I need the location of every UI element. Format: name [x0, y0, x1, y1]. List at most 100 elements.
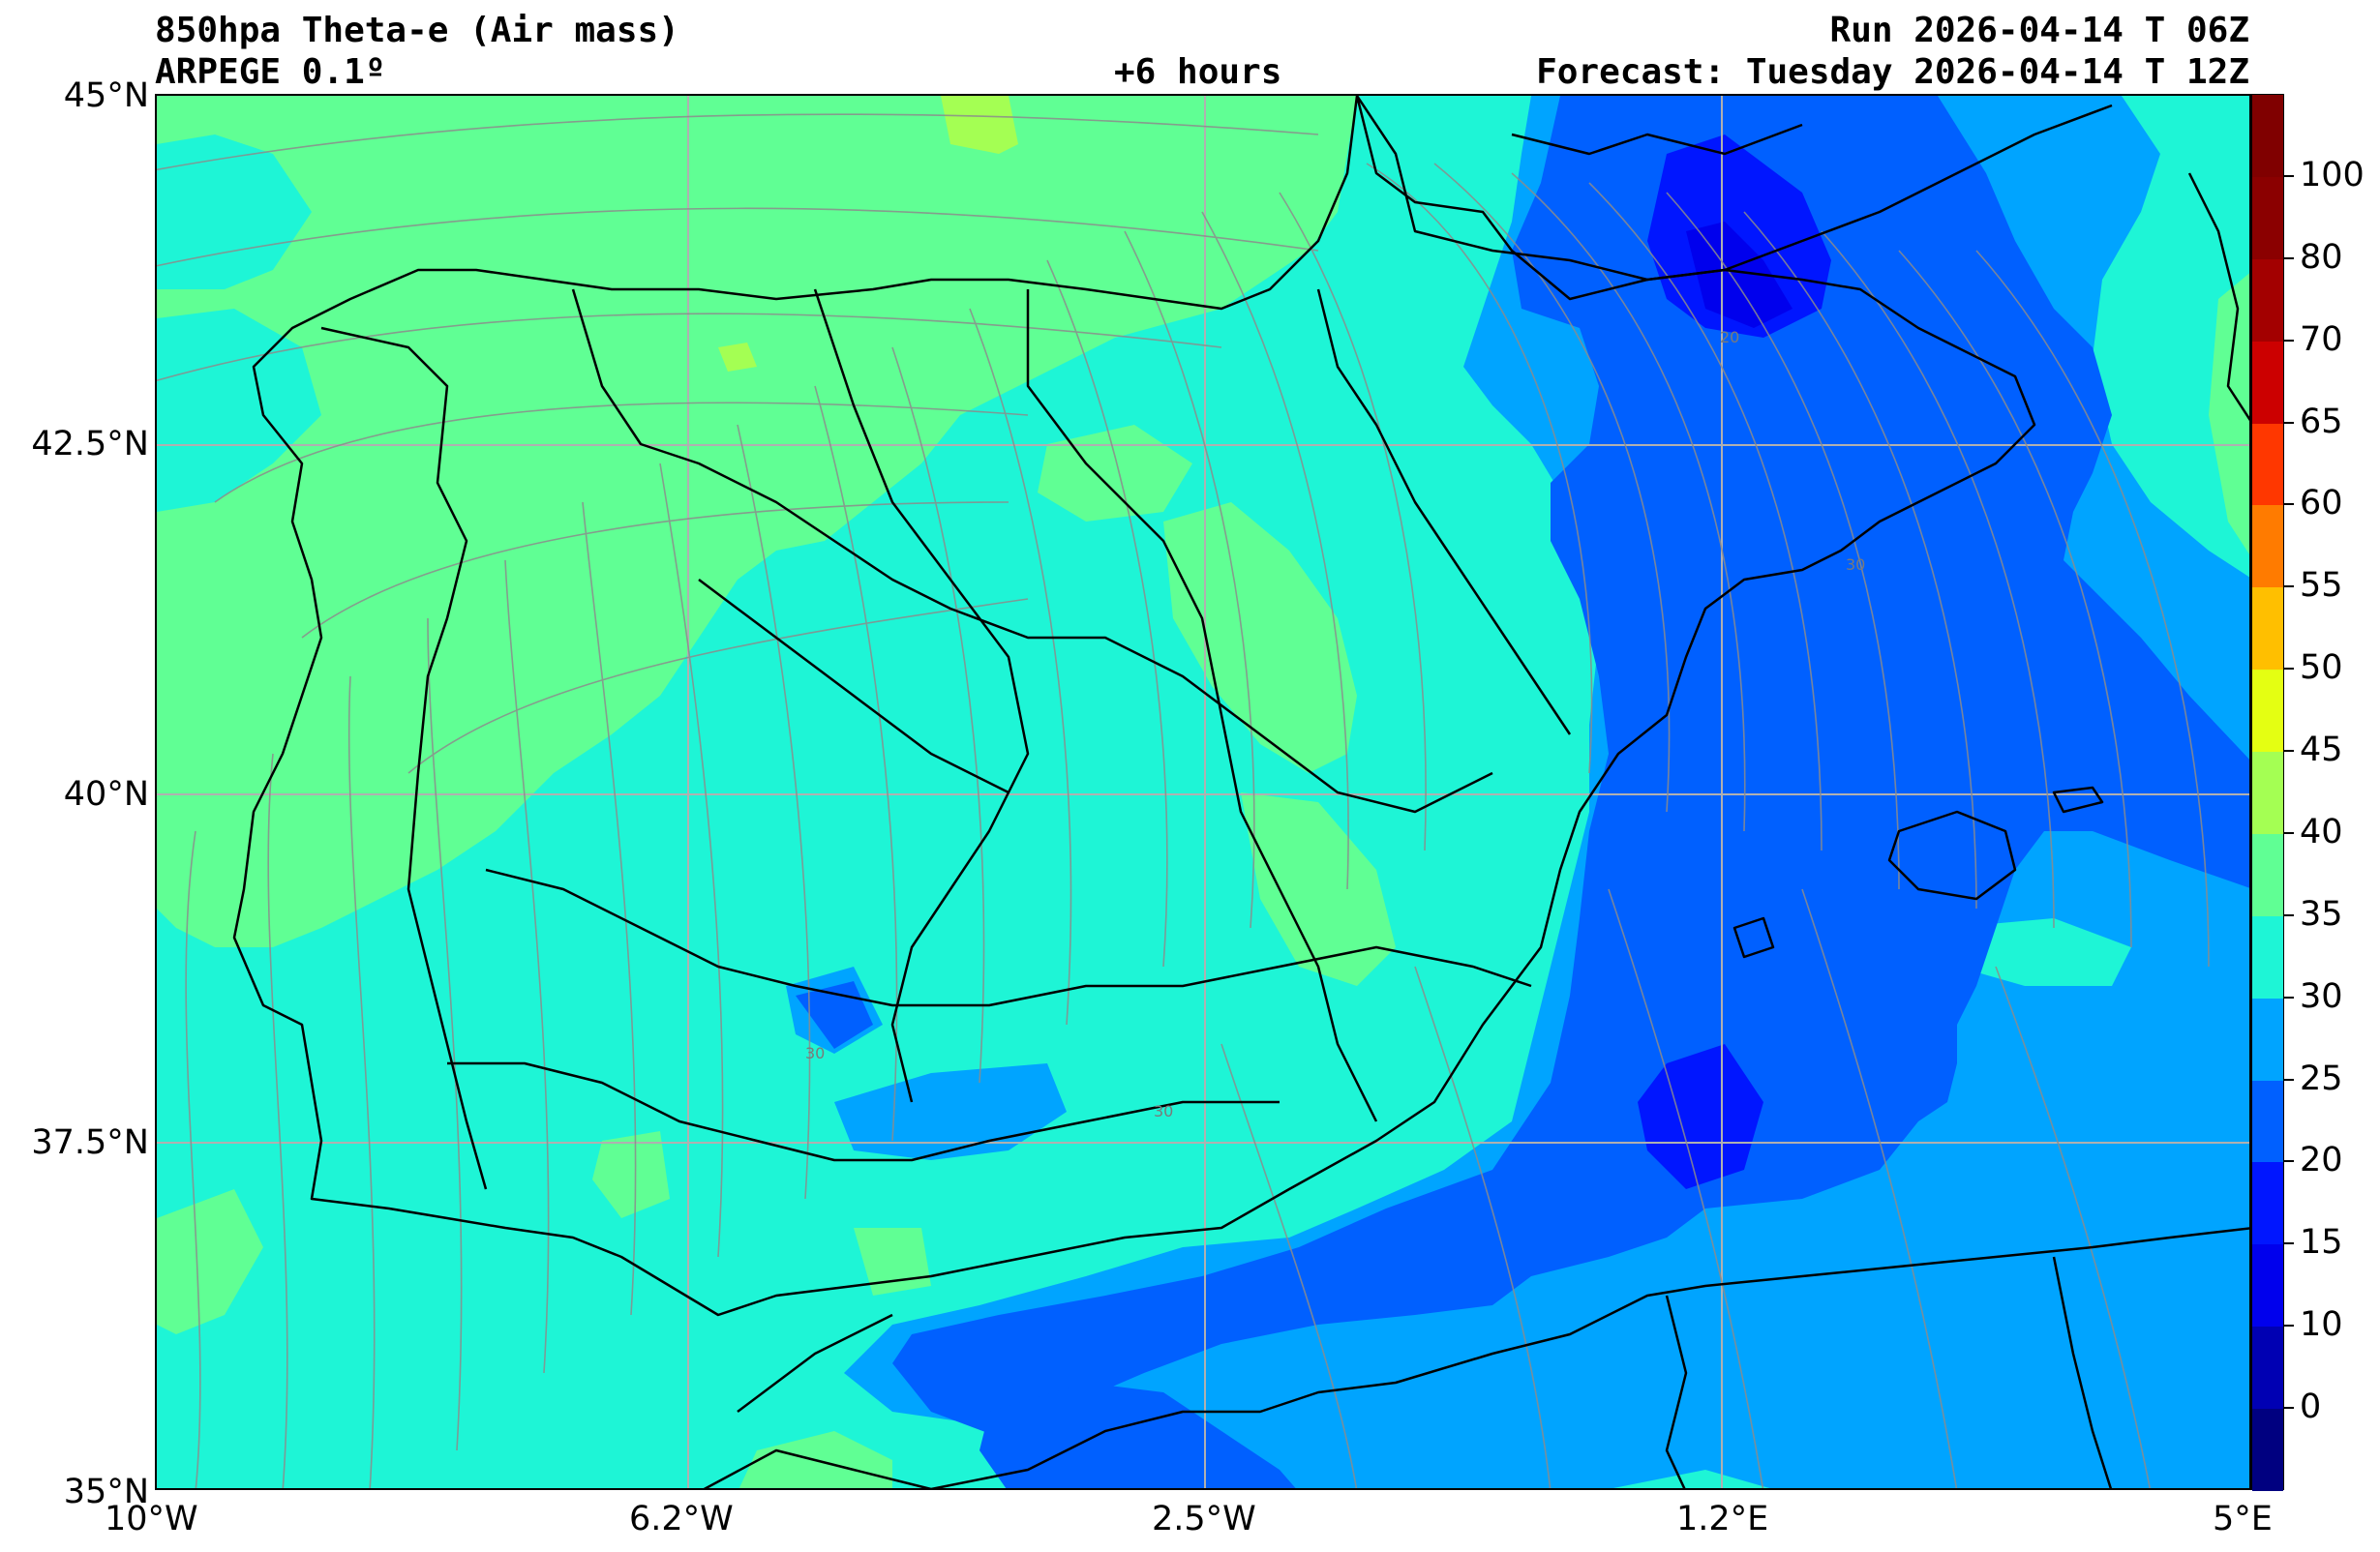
- lon-label-5E: 5°E: [2213, 1500, 2273, 1538]
- colorbar-tick-label: 45: [2300, 731, 2343, 770]
- region-border-7: [698, 579, 1009, 794]
- chart-title: 850hpa Theta-e (Air mass): [155, 11, 679, 50]
- colorbar-tick-mark: [2284, 339, 2294, 342]
- colorbar-tick-mark: [2284, 503, 2294, 506]
- colorbar-segment: [2252, 833, 2283, 916]
- colorbar-tick-mark: [2284, 831, 2294, 834]
- lat-label-40N: 40°N: [63, 775, 149, 814]
- colorbar-tick-mark: [2284, 1407, 2294, 1410]
- italy-coast: [2187, 172, 2249, 422]
- colorbar-segment: [2252, 670, 2283, 753]
- colorbar-segment: [2252, 998, 2283, 1081]
- fill-40-gulf-cadiz: [157, 1189, 263, 1334]
- map-panel: 20 30 30 30: [155, 94, 2251, 1490]
- colorbar-tick-mark: [2284, 1242, 2294, 1245]
- france-border: [1355, 96, 1726, 282]
- africa-border-3: [737, 1313, 893, 1413]
- colorbar-tick-mark: [2284, 174, 2294, 177]
- africa-border-2: [2052, 1256, 2113, 1488]
- ibiza: [1732, 916, 1775, 959]
- fill-35-west-hole: [157, 134, 312, 289]
- contour-label-30-a: 30: [1846, 555, 1865, 574]
- colorbar-segment: [2252, 587, 2283, 671]
- region-border-4: [485, 868, 1532, 1007]
- colorbar-tick-mark: [2284, 1160, 2294, 1163]
- colorbar-tick-label: 35: [2300, 894, 2343, 934]
- forecast-label: Forecast: Tuesday 2026-04-14 T 12Z: [1536, 52, 2249, 92]
- colorbar-tick-label: 100: [2300, 155, 2365, 194]
- lead-time-label: +6 hours: [1114, 52, 1282, 92]
- colorbar-segment: [2252, 1409, 2283, 1491]
- colorbar-tick-mark: [2284, 1078, 2294, 1081]
- region-border-2: [813, 288, 1030, 1103]
- colorbar-segment: [2252, 341, 2283, 424]
- lat-label-37-5N: 37.5°N: [31, 1123, 149, 1162]
- france-border-east: [1724, 104, 2113, 272]
- iberia-coastline: [232, 96, 2036, 1317]
- fill-40-castilla: [1163, 502, 1357, 773]
- colorbar-tick-mark: [2284, 668, 2294, 671]
- colorbar-tick-label: 55: [2300, 566, 2343, 606]
- colorbar-tick-label: 25: [2300, 1059, 2343, 1098]
- africa-coastline: [703, 1227, 2249, 1488]
- colorbar-segment: [2252, 95, 2283, 177]
- colorbar-tick-label: 30: [2300, 976, 2343, 1016]
- fill-45-asturias: [718, 343, 757, 372]
- colorbar-tick-mark: [2284, 421, 2294, 424]
- colorbar-tick-label: 65: [2300, 402, 2343, 441]
- contour-label-30-c: 30: [1154, 1102, 1173, 1120]
- colorbar-segment: [2252, 1244, 2283, 1328]
- model-label: ARPEGE 0.1º: [155, 52, 386, 92]
- colorbar-segment: [2252, 752, 2283, 834]
- colorbar-tick-label: 20: [2300, 1141, 2343, 1180]
- colorbar-segment: [2252, 258, 2283, 342]
- colorbar-tick-label: 40: [2300, 812, 2343, 851]
- fill-25-east-core: [892, 96, 2249, 1441]
- fill-40-south-a: [592, 1131, 670, 1218]
- lon-label-6-2W: 6.2°W: [629, 1500, 734, 1538]
- theta-e-field: 20 30 30 30: [157, 96, 2249, 1488]
- region-border-6: [1316, 288, 1572, 735]
- lat-label-35N: 35°N: [63, 1473, 149, 1511]
- colorbar-tick-label: 10: [2300, 1305, 2343, 1345]
- lon-label-1-2E: 1.2°E: [1676, 1500, 1769, 1538]
- colorbar-segment: [2252, 505, 2283, 588]
- colorbar-segment: [2252, 423, 2283, 506]
- colorbar-segment: [2252, 1327, 2283, 1410]
- colorbar-tick-label: 50: [2300, 648, 2343, 688]
- lon-label-2-5W: 2.5°W: [1152, 1500, 1256, 1538]
- fill-25-alboran-edge: [979, 1383, 1296, 1488]
- lat-label-42-5N: 42.5°N: [31, 425, 149, 463]
- run-label: Run 2026-04-14 T 06Z: [1829, 11, 2249, 50]
- colorbar-segment: [2252, 915, 2283, 999]
- colorbar: [2251, 94, 2284, 1491]
- colorbar-segment: [2252, 1080, 2283, 1163]
- colorbar-segment: [2252, 176, 2283, 259]
- mallorca: [1887, 810, 2017, 901]
- africa-border-1: [1665, 1295, 1688, 1488]
- portugal-border: [320, 326, 488, 1190]
- france-region-1: [1511, 123, 1803, 156]
- coastlines-borders: [232, 96, 2249, 1488]
- colorbar-tick-label: 80: [2300, 237, 2343, 277]
- lat-label-45N: 45°N: [63, 76, 149, 115]
- contour-label-30-b: 30: [805, 1044, 825, 1062]
- menorca: [2052, 786, 2104, 814]
- region-border-1: [571, 288, 1493, 814]
- fill-40-east-edge: [2209, 273, 2249, 554]
- region-border-5: [447, 1061, 1280, 1162]
- colorbar-tick-mark: [2284, 913, 2294, 916]
- colorbar-tick-label: 0: [2300, 1388, 2322, 1427]
- colorbar-tick-label: 60: [2300, 484, 2343, 523]
- colorbar-segment: [2252, 1162, 2283, 1245]
- colorbar-tick-mark: [2284, 585, 2294, 588]
- fill-45-bay-of-biscay: [941, 96, 1018, 154]
- lon-label-10W: 10°W: [105, 1500, 198, 1538]
- colorbar-tick-mark: [2284, 750, 2294, 753]
- fill-35-west-lower: [157, 309, 321, 512]
- colorbar-tick-mark: [2284, 996, 2294, 999]
- colorbar-tick-mark: [2284, 1325, 2294, 1328]
- colorbar-tick-mark: [2284, 256, 2294, 259]
- colorbar-tick-label: 70: [2300, 319, 2343, 359]
- region-border-3: [1026, 289, 1378, 1122]
